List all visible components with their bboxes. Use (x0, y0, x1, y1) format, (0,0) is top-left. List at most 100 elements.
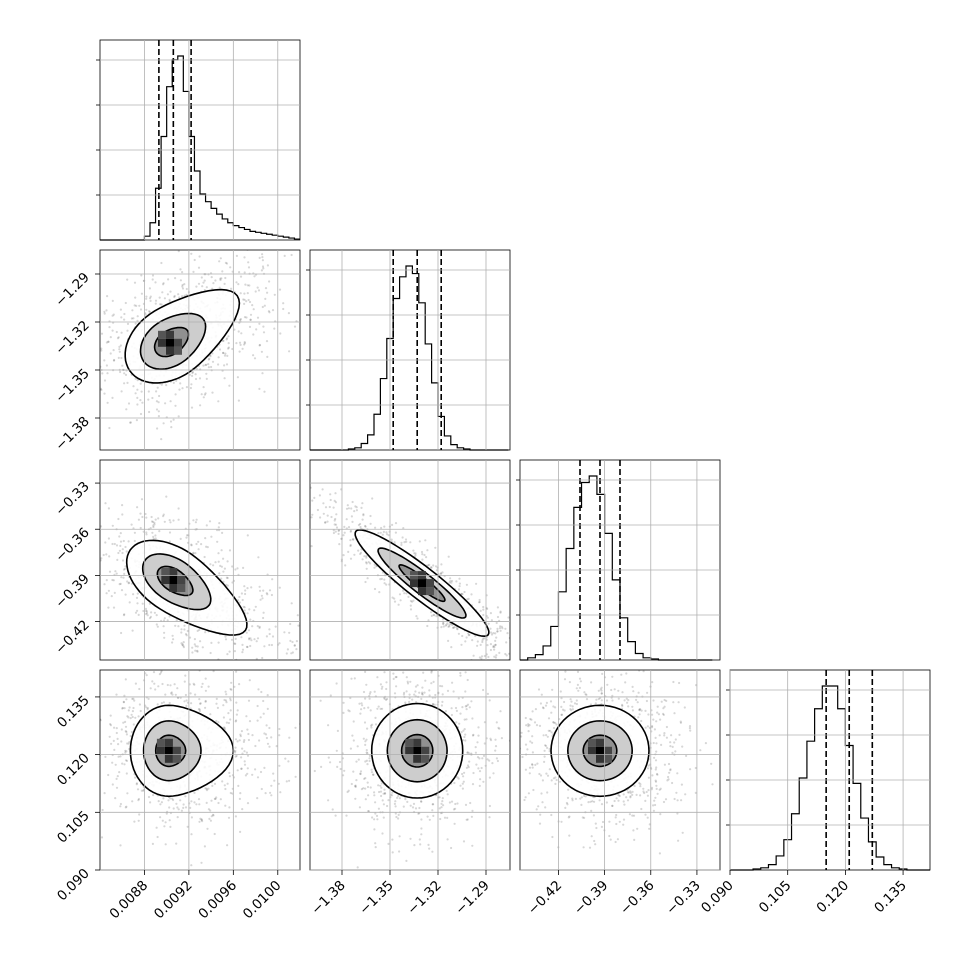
sample-point (680, 783, 684, 786)
sample-point (406, 800, 409, 804)
sample-point (431, 850, 434, 853)
sample-point (172, 418, 175, 421)
sample-point (493, 655, 496, 658)
sample-point (246, 645, 249, 649)
sample-point (398, 835, 401, 838)
sample-point (453, 626, 456, 629)
sample-point (184, 633, 188, 636)
sample-point (241, 651, 244, 654)
sample-point (196, 650, 199, 653)
sample-point (131, 309, 134, 312)
sample-point (244, 774, 247, 777)
sample-point (201, 646, 204, 649)
sample-point (152, 535, 155, 539)
sample-point (213, 832, 216, 836)
sample-point (190, 543, 193, 546)
sample-point (463, 590, 466, 594)
sample-point (563, 693, 565, 695)
sample-point (215, 697, 218, 701)
sample-point (78, 353, 80, 355)
sample-point (105, 579, 108, 582)
sample-point (530, 650, 532, 652)
sample-point (322, 502, 325, 505)
sample-point (125, 759, 129, 763)
sample-point (220, 577, 223, 580)
sample-point (317, 699, 319, 701)
density-cell (169, 576, 178, 584)
sample-point (256, 637, 260, 640)
sample-point (287, 312, 290, 315)
sample-point (156, 427, 159, 430)
sample-point (488, 699, 491, 702)
sample-point (658, 852, 662, 855)
sample-point (381, 707, 384, 710)
sample-point (694, 791, 697, 795)
sample-point (248, 720, 252, 723)
sample-point (217, 801, 220, 805)
sample-point (235, 719, 238, 722)
sample-point (127, 402, 131, 405)
sample-point (497, 726, 500, 730)
sample-point (616, 838, 620, 841)
sample-point (438, 807, 441, 810)
sample-point (175, 842, 178, 845)
sample-point (462, 879, 464, 881)
sample-point (223, 354, 227, 357)
sample-point (617, 794, 621, 797)
sample-point (157, 410, 160, 413)
sample-point (334, 814, 337, 817)
sample-point (451, 623, 454, 627)
sample-point (237, 784, 240, 788)
sample-point (266, 264, 269, 267)
sample-point (158, 394, 161, 398)
sample-point (511, 674, 513, 676)
sample-point (139, 308, 143, 311)
sample-point (110, 742, 113, 745)
sample-point (264, 241, 266, 243)
sample-point (306, 606, 308, 608)
sample-point (362, 737, 365, 740)
sample-point (608, 834, 611, 838)
sample-point (487, 655, 490, 659)
sample-point (262, 699, 265, 703)
sample-point (241, 747, 244, 750)
sample-point (234, 642, 237, 646)
sample-point (434, 546, 437, 549)
density-cell (166, 338, 174, 347)
sample-point (160, 438, 163, 441)
density-cell (169, 584, 178, 592)
sample-point (342, 701, 345, 704)
sample-point (515, 646, 517, 648)
sample-point (482, 754, 486, 758)
sample-point (391, 838, 394, 841)
sample-point (366, 781, 369, 784)
sample-point (198, 628, 201, 632)
sample-point (566, 692, 568, 694)
sample-point (541, 797, 543, 799)
sample-point (307, 469, 309, 471)
contour-line-outer (125, 539, 248, 636)
sample-point (100, 388, 103, 391)
sample-point (243, 302, 246, 305)
sample-point (334, 530, 337, 533)
sample-point (527, 684, 529, 686)
sample-point (222, 726, 225, 729)
sample-point (174, 624, 177, 627)
sample-point (440, 704, 443, 707)
sample-point (391, 596, 394, 599)
sample-point (337, 532, 340, 536)
sample-point (392, 672, 395, 675)
sample-point (218, 286, 221, 289)
sample-point (352, 770, 355, 773)
panel-frame (309, 459, 511, 661)
sample-point (458, 722, 461, 725)
sample-point (138, 304, 141, 307)
sample-point (231, 565, 234, 568)
sample-point (629, 795, 632, 798)
sample-point (200, 543, 203, 546)
sample-point (305, 771, 307, 773)
sample-point (693, 664, 695, 666)
sample-point (476, 756, 480, 759)
sample-point (457, 632, 460, 635)
sample-point (349, 543, 352, 547)
